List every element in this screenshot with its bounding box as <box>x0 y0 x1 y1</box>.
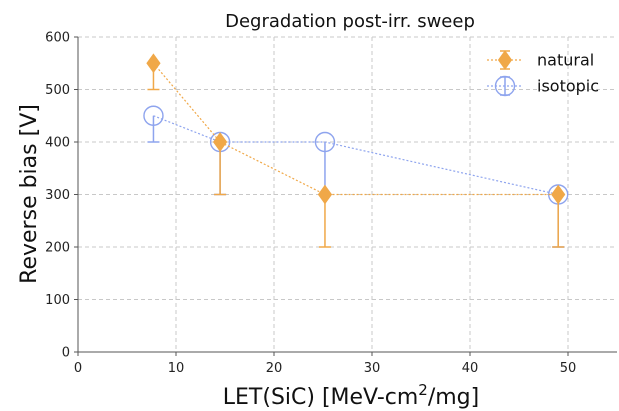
legend-marker <box>497 50 513 70</box>
data-point <box>146 53 161 74</box>
x-axis-label-main: LET(SiC) [MeV-cm <box>223 385 419 410</box>
legend-label: isotopic <box>537 77 599 96</box>
legend-label: natural <box>537 51 594 70</box>
x-tick-label: 10 <box>168 361 185 376</box>
data-point <box>317 184 333 205</box>
data-point <box>314 131 336 153</box>
y-tick-label: 100 <box>45 293 70 308</box>
x-axis-label: LET(SiC) [MeV-cm2/mg] <box>223 381 479 410</box>
x-tick-label: 40 <box>462 361 479 376</box>
data-point <box>551 184 566 205</box>
x-axis-label-sup: 2 <box>418 381 428 399</box>
x-tick-label: 50 <box>560 361 577 376</box>
y-tick-label: 400 <box>45 136 70 151</box>
legend-marker <box>494 75 516 97</box>
series-isotopic <box>143 105 569 248</box>
y-tick-label: 500 <box>45 83 70 98</box>
series-natural <box>146 53 566 248</box>
data-point <box>143 105 164 126</box>
x-tick-label: 30 <box>364 361 381 376</box>
x-tick-label: 20 <box>266 361 283 376</box>
chart-title: Degradation post-irr. sweep <box>225 11 475 32</box>
legend: natural isotopic <box>487 50 599 97</box>
x-axis-label-tail: /mg] <box>428 385 479 410</box>
axes <box>74 36 617 356</box>
y-tick-label: 300 <box>45 188 70 203</box>
data-point <box>212 132 228 152</box>
y-axis-label: Reverse bias [V] <box>17 104 42 284</box>
x-tick-label: 0 <box>74 361 82 376</box>
series-line <box>153 115 559 196</box>
y-tick-label: 0 <box>62 346 70 361</box>
series-line <box>153 62 559 196</box>
y-tick-label: 600 <box>45 31 70 46</box>
series-layer <box>143 53 569 248</box>
y-tick-label: 200 <box>45 241 70 256</box>
